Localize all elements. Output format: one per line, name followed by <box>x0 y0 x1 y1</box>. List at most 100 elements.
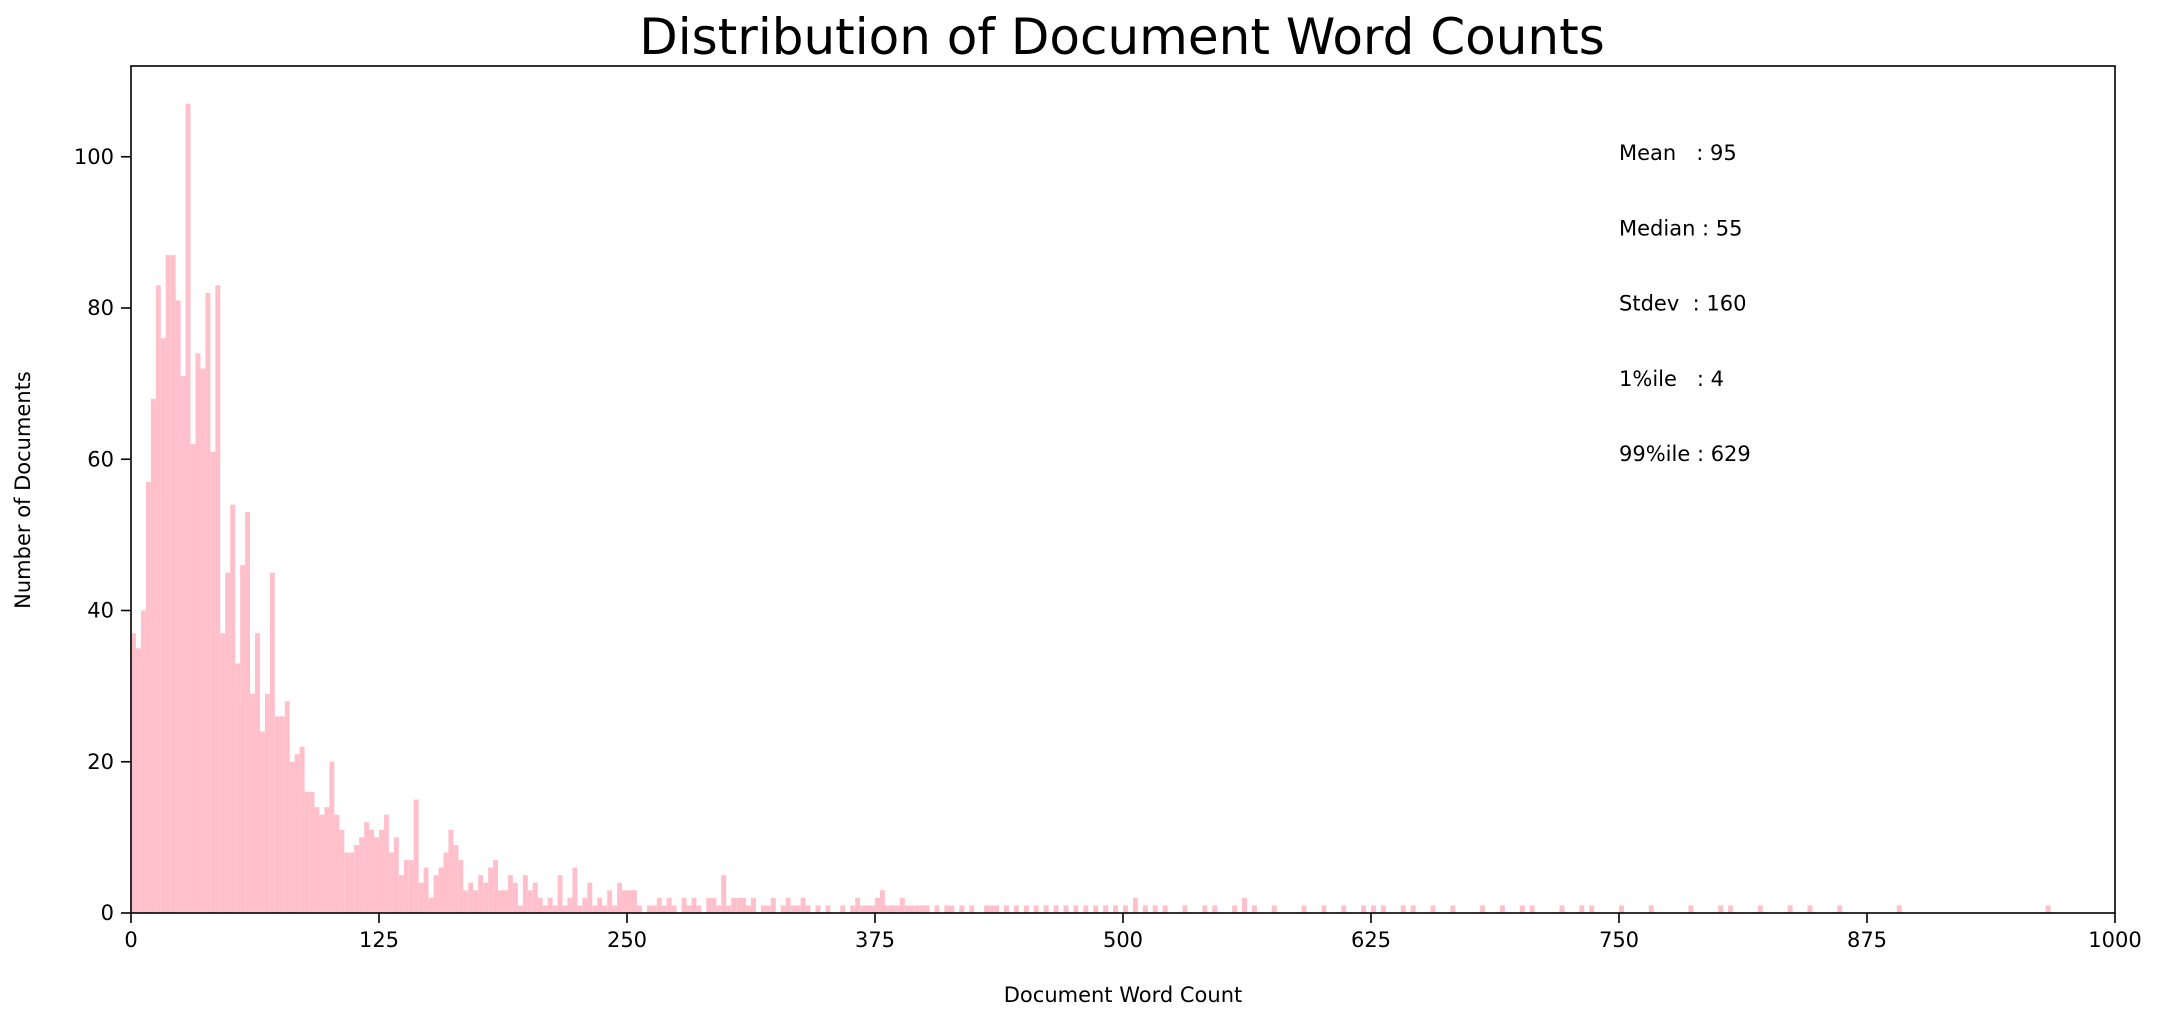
histogram-bar <box>716 905 722 913</box>
histogram-bar <box>473 890 479 913</box>
histogram-bar <box>299 746 305 914</box>
histogram-bar <box>721 875 727 913</box>
histogram-bar <box>522 875 528 913</box>
histogram-bar <box>150 398 156 913</box>
histogram-bar <box>780 905 786 913</box>
x-axis: 0 125 250 375 500 625 750 875 1000 <box>124 913 2142 952</box>
histogram-bar <box>170 255 176 913</box>
histogram-bar <box>1728 905 1734 913</box>
histogram-bar <box>438 867 444 914</box>
histogram-bar <box>825 905 831 913</box>
histogram-bar <box>1380 905 1386 913</box>
x-tick-label: 750 <box>1599 928 1639 952</box>
histogram-bar <box>860 905 866 913</box>
histogram-bar <box>899 897 905 914</box>
histogram-bar <box>448 829 454 913</box>
histogram-bar <box>1757 905 1763 913</box>
histogram-bar <box>1718 905 1724 913</box>
histogram-bar <box>681 897 687 914</box>
histogram-bar <box>433 875 439 913</box>
histogram-bar <box>1648 905 1654 913</box>
stat-annotation: 99%ile : 629 <box>1619 442 1751 466</box>
histogram-bar <box>636 905 642 913</box>
histogram-bar <box>706 897 712 914</box>
histogram-bar <box>587 882 593 913</box>
histogram-bar <box>334 814 340 913</box>
histogram-bar <box>1113 905 1119 913</box>
histogram-bar <box>800 897 806 914</box>
x-tick-label: 250 <box>607 928 647 952</box>
histogram-bar <box>1529 905 1535 913</box>
histogram-bar <box>1480 905 1486 913</box>
histogram-bar <box>1251 905 1257 913</box>
histogram-bar <box>785 897 791 914</box>
histogram-bar <box>269 572 275 913</box>
histogram-bar <box>865 905 871 913</box>
histogram-bar <box>220 633 226 913</box>
histogram-bar <box>443 852 449 913</box>
histogram-bar <box>666 897 672 914</box>
x-tick-label: 0 <box>124 928 137 952</box>
histogram-bar <box>1103 905 1109 913</box>
histogram-bar <box>944 905 950 913</box>
histogram-bar <box>870 905 875 913</box>
histogram-bar <box>507 875 513 913</box>
histogram-bar <box>145 481 151 913</box>
histogram-bar <box>592 905 598 913</box>
histogram-bar <box>1341 905 1347 913</box>
histogram-bar <box>294 754 300 913</box>
histogram-bar <box>235 663 241 913</box>
histogram-bar <box>1073 905 1079 913</box>
histogram-bar <box>1142 905 1148 913</box>
histogram-bar <box>413 799 419 913</box>
histogram-bar <box>1400 905 1406 913</box>
histogram-bar <box>428 897 434 914</box>
histogram-bar <box>631 890 637 913</box>
histogram-bar <box>418 882 424 913</box>
summary-statistics: Mean : 95 Median : 55 Stdev : 160 1%ile : 4… <box>1619 141 1751 466</box>
histogram-bar <box>379 829 384 913</box>
chart-title: Distribution of Document Word Counts <box>639 8 1605 66</box>
histogram-bar <box>612 905 618 913</box>
histogram-bar <box>696 905 702 913</box>
x-tick-label: 875 <box>1847 928 1887 952</box>
histogram-bar <box>795 905 801 913</box>
histogram-bar <box>359 837 365 914</box>
histogram-bar <box>314 807 320 914</box>
histogram-bar <box>790 905 796 913</box>
histogram-bar <box>517 905 523 913</box>
histogram-bar <box>934 905 940 913</box>
histogram-bar <box>919 905 925 913</box>
histogram-bar <box>855 897 861 914</box>
histogram-bar <box>180 376 186 913</box>
histogram-bar <box>1202 905 1208 913</box>
histogram-bar <box>602 905 608 913</box>
y-axis-label: Number of Documents <box>11 371 35 609</box>
histogram-bar <box>924 905 930 913</box>
histogram-bar <box>1450 905 1456 913</box>
histogram-bar <box>1033 905 1039 913</box>
histogram-bar <box>2045 905 2051 913</box>
y-tick-label: 0 <box>101 901 114 925</box>
stat-annotation: 1%ile : 4 <box>1619 367 1724 391</box>
histogram-bar <box>210 451 216 913</box>
histogram-bar <box>1321 905 1327 913</box>
x-tick-label: 125 <box>359 928 399 952</box>
histogram-bar <box>388 852 394 913</box>
histogram-bar <box>1430 905 1436 913</box>
stat-annotation: Stdev : 160 <box>1619 292 1746 316</box>
histogram-bar <box>547 897 553 914</box>
histogram-bar <box>1063 905 1069 913</box>
histogram-bar <box>423 867 429 914</box>
histogram-bar <box>582 897 588 914</box>
histogram-bar <box>1499 905 1505 913</box>
histogram-bar <box>1023 905 1029 913</box>
histogram-bar <box>1787 905 1793 913</box>
histogram-bar <box>354 844 360 913</box>
histogram-bar <box>1371 905 1376 913</box>
stat-annotation: Median : 55 <box>1619 216 1743 240</box>
histogram-bar <box>726 905 732 913</box>
x-tick-label: 375 <box>855 928 895 952</box>
histogram-bar <box>671 905 677 913</box>
histogram-bar <box>369 829 375 913</box>
